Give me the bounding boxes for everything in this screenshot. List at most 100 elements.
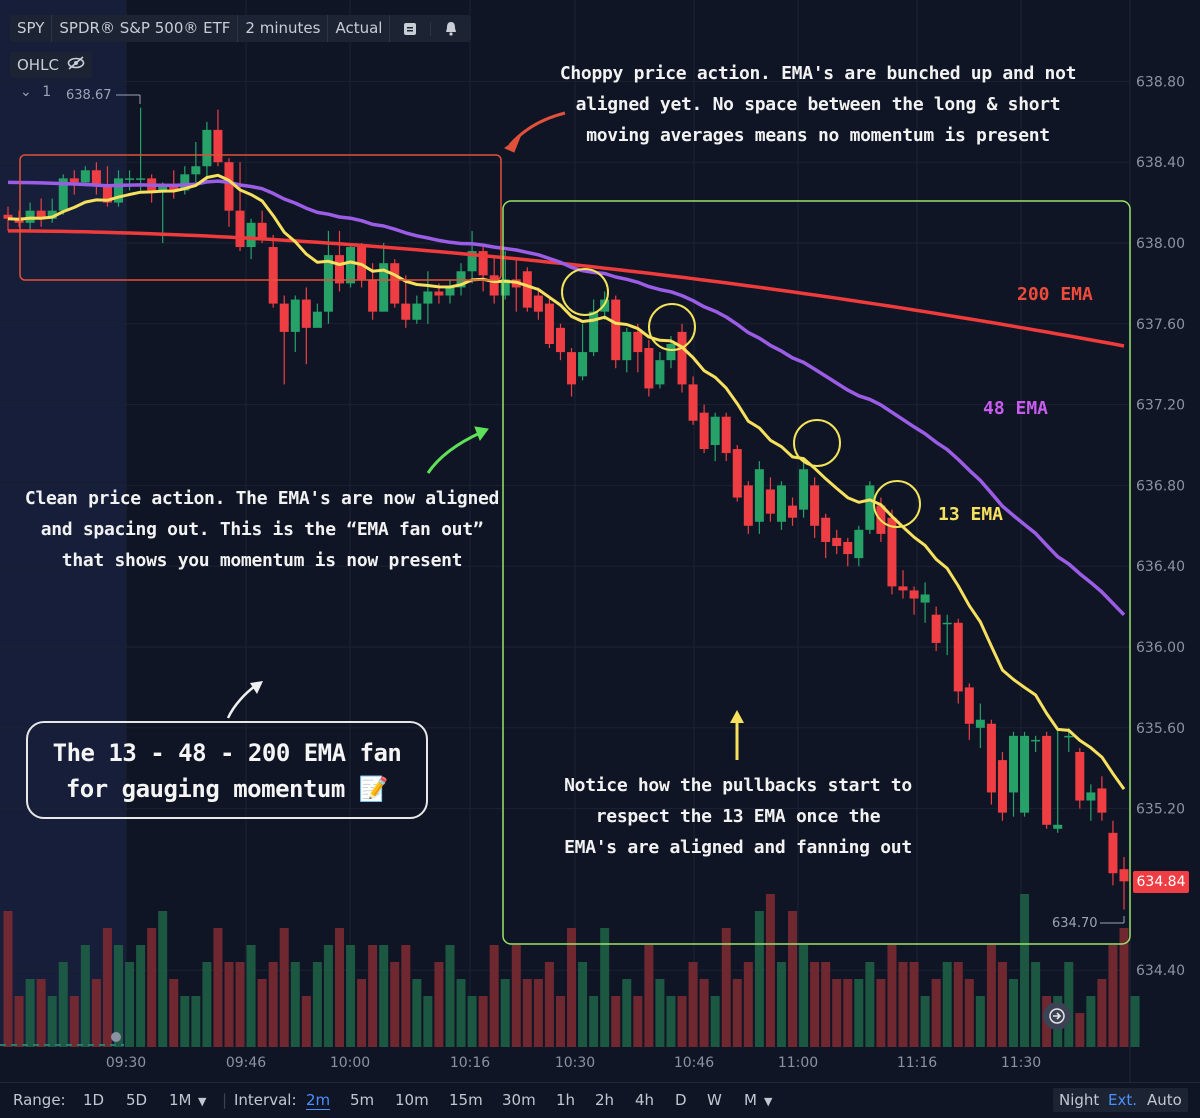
clean-box	[502, 200, 1131, 945]
y-tick-label: 636.80	[1136, 478, 1185, 494]
candle-body	[644, 348, 654, 389]
interval-15m[interactable]: 15m	[449, 1091, 483, 1109]
volume-bar	[423, 996, 433, 1047]
volume-bar	[909, 962, 919, 1047]
volume-bar	[147, 928, 157, 1047]
volume-bar	[799, 945, 809, 1047]
volume-bar	[456, 979, 466, 1047]
candle-body	[69, 178, 79, 183]
x-tick-label: 09:46	[226, 1055, 266, 1071]
interval-30m[interactable]: 30m	[502, 1091, 536, 1109]
volume-bar	[567, 928, 577, 1047]
range-1m[interactable]: 1M	[169, 1091, 192, 1109]
range-dropdown-icon[interactable]: ▼	[198, 1095, 207, 1108]
interval-label[interactable]: 2 minutes	[238, 15, 329, 42]
candle-body	[191, 166, 201, 175]
volume-bar	[25, 979, 35, 1047]
candle-body	[699, 412, 709, 450]
candle-body	[467, 251, 477, 272]
volume-bar	[975, 996, 985, 1047]
interval-1h[interactable]: 1h	[556, 1091, 576, 1109]
interval-m[interactable]: M	[744, 1091, 757, 1109]
night-button[interactable]: Night	[1053, 1088, 1106, 1112]
candle-body	[754, 469, 764, 522]
candle-body	[246, 222, 256, 248]
volume-bar	[213, 928, 223, 1047]
pullback-circle	[873, 480, 921, 528]
volume-bar	[301, 996, 311, 1047]
details-icon[interactable]	[390, 21, 432, 36]
volume-bar	[589, 996, 599, 1047]
pullback-circle	[561, 268, 609, 316]
volume-bar	[500, 979, 510, 1047]
volume-bar	[58, 962, 68, 1047]
ext-button[interactable]: Ext.	[1102, 1088, 1144, 1112]
symbol-name[interactable]: SPDR® S&P 500® ETF	[52, 15, 239, 42]
x-tick-label: 09:30	[106, 1055, 146, 1071]
candle-body	[500, 279, 510, 296]
volume-bar	[832, 979, 842, 1047]
indicator-row[interactable]: ⌄ 1	[20, 84, 51, 100]
candle-body	[47, 210, 57, 219]
interval-2h[interactable]: 2h	[595, 1091, 615, 1109]
interval-dropdown-icon[interactable]: ▼	[764, 1095, 773, 1108]
candle-body	[611, 299, 621, 361]
range-1d[interactable]: 1D	[83, 1091, 105, 1109]
interval-w[interactable]: W	[707, 1091, 722, 1109]
symbol-ticker[interactable]: SPY	[10, 15, 53, 42]
candle-body	[36, 210, 46, 219]
bell-icon[interactable]	[431, 21, 471, 36]
volume-bar	[235, 962, 245, 1047]
interval-d[interactable]: D	[675, 1091, 687, 1109]
y-tick-label: 636.40	[1136, 559, 1185, 575]
eye-off-icon[interactable]	[67, 56, 85, 74]
volume-bar	[257, 979, 267, 1047]
candle-body	[301, 299, 311, 328]
interval-5m[interactable]: 5m	[350, 1091, 375, 1109]
title-arrow	[226, 682, 259, 719]
auto-button[interactable]: Auto	[1141, 1088, 1188, 1112]
clean-arrowhead	[474, 426, 489, 442]
ema13-label: 13 EMA	[938, 504, 1004, 525]
candle-body	[125, 178, 135, 180]
interval-4h[interactable]: 4h	[635, 1091, 655, 1109]
choppy-box	[19, 154, 502, 281]
scroll-right-button[interactable]	[1043, 1002, 1071, 1030]
volume-bar	[1086, 996, 1096, 1047]
candle-body	[346, 247, 356, 284]
volume-bar	[14, 996, 24, 1047]
volume-bar	[876, 979, 886, 1047]
candle-body	[810, 485, 820, 526]
symbol-toolbar[interactable]: SPY SPDR® S&P 500® ETF 2 minutes Actual	[10, 15, 472, 42]
candle-body	[445, 287, 455, 296]
mode-label[interactable]: Actual	[328, 15, 391, 42]
candle-body	[334, 255, 344, 284]
volume-bar	[533, 979, 543, 1047]
interval-2m[interactable]: 2m	[306, 1091, 331, 1109]
title-arrowhead	[250, 681, 263, 694]
x-tick-label: 10:46	[674, 1055, 714, 1071]
candle-body	[279, 303, 289, 332]
volume-bar	[699, 979, 709, 1047]
chevron-down-icon[interactable]: ⌄	[20, 84, 32, 100]
x-tick-label: 11:00	[778, 1055, 818, 1071]
candle-body	[401, 303, 411, 320]
volume-bar	[1020, 894, 1030, 1047]
ohlc-toggle[interactable]: OHLC	[10, 52, 92, 78]
candle-body	[434, 291, 444, 296]
range-5d[interactable]: 5D	[126, 1091, 148, 1109]
volume-bar	[191, 996, 201, 1047]
candle-body	[865, 485, 875, 530]
volume-bar	[810, 962, 820, 1047]
candle-body	[622, 331, 632, 361]
candle-body	[776, 485, 786, 522]
candle-body	[1064, 735, 1074, 738]
interval-10m[interactable]: 10m	[395, 1091, 429, 1109]
title-line-2: for gauging momentum 📝	[65, 775, 389, 803]
volume-bar	[412, 979, 422, 1047]
low-marker-label: 634.70	[1052, 916, 1098, 931]
volume-bar	[334, 928, 344, 1047]
candle-body	[1031, 739, 1041, 742]
